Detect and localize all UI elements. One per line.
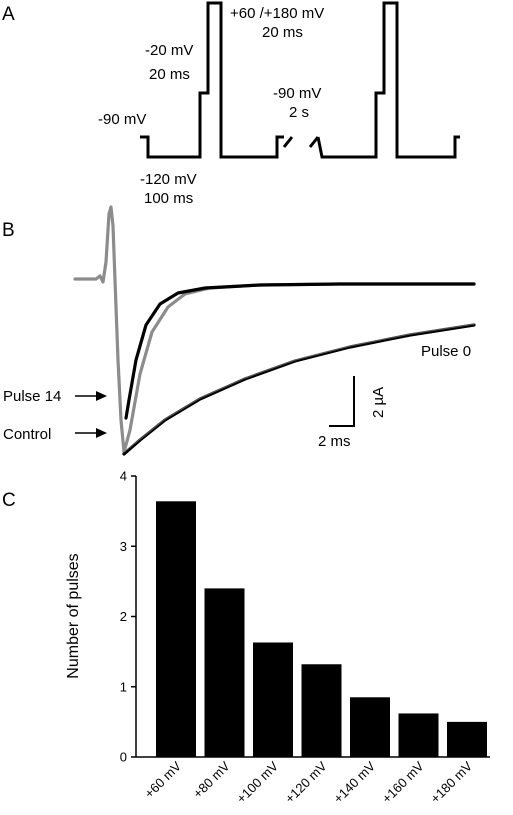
test-pulse-voltage-label: +60 /+180 mV	[230, 5, 324, 22]
bar-7	[447, 721, 487, 757]
current-traces	[73, 205, 476, 456]
control-trace	[73, 205, 476, 454]
pulse-14-label: Pulse 14	[3, 388, 61, 405]
panel-b-label: B	[2, 220, 15, 241]
x-tick-label: +60 mV	[142, 758, 185, 801]
y-axis-title: Number of pulses	[65, 553, 82, 678]
protocol-first-sweep	[140, 1, 284, 159]
panel-c-label: C	[2, 490, 16, 511]
voltage-protocol	[140, 1, 460, 159]
bar-2	[204, 588, 245, 757]
pulse-14-arrow	[75, 391, 107, 401]
pulse-0-label: Pulse 0	[421, 343, 471, 360]
prepulse-duration-label: 20 ms	[149, 66, 190, 83]
protocol-break-left	[282, 136, 294, 148]
hold-voltage-label: -90 mV	[98, 111, 146, 128]
bar-6	[398, 713, 439, 757]
panel-a-label: A	[2, 4, 15, 25]
x-tick-label: +140 mV	[330, 758, 378, 806]
x-tick-label: +160 mV	[379, 758, 427, 806]
scale-bar-time-label: 2 ms	[318, 433, 351, 450]
pulse-14-trace	[124, 282, 476, 420]
pulse-0-trace	[122, 323, 476, 456]
x-ticks: +60 mV +80 mV +100 mV +120 mV +140 mV +160 mV…	[142, 758, 476, 806]
x-tick-label: +80 mV	[190, 758, 233, 801]
x-tick-label: +100 mV	[233, 758, 281, 806]
protocol-break-right	[308, 136, 320, 148]
bar-1	[156, 501, 196, 757]
scale-bar	[329, 376, 355, 427]
bar-3	[253, 642, 293, 757]
hyperpolarizing-duration-label: 100 ms	[144, 190, 193, 207]
interval-voltage-label: -90 mV	[273, 85, 321, 102]
y-tick-label: 3	[120, 539, 127, 554]
y-tick-label: 0	[120, 750, 127, 765]
pulse-0-overlay-trace	[123, 323, 475, 453]
hyperpolarizing-voltage-label: -120 mV	[140, 171, 197, 188]
prepulse-voltage-label: -20 mV	[145, 42, 193, 59]
control-label: Control	[3, 426, 51, 443]
x-tick-label: +120 mV	[282, 758, 330, 806]
scale-bar-current-label: 2 µA	[370, 387, 387, 418]
bar-4	[301, 664, 342, 757]
y-tick-label: 2	[120, 609, 127, 624]
bars	[156, 501, 487, 757]
interval-duration-label: 2 s	[289, 104, 309, 121]
y-ticks: 0 1 2 3 4	[120, 469, 136, 765]
control-arrow	[75, 428, 107, 438]
y-tick-label: 1	[120, 679, 127, 694]
protocol-second-sweep	[316, 1, 460, 159]
x-tick-label: +180 mV	[427, 758, 475, 806]
bar-5	[350, 697, 390, 757]
y-tick-label: 4	[120, 469, 127, 484]
test-pulse-duration-label: 20 ms	[262, 24, 303, 41]
